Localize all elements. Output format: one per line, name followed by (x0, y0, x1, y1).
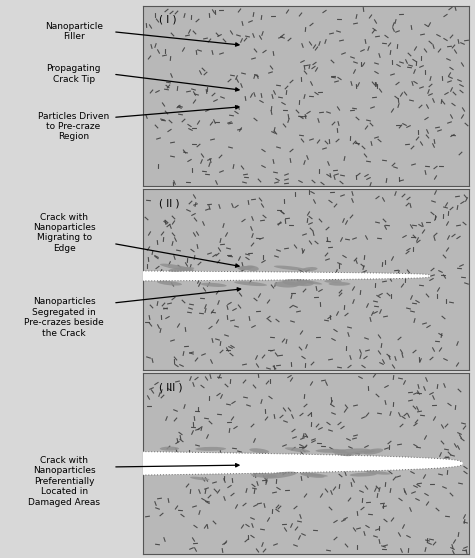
Ellipse shape (200, 283, 227, 287)
Ellipse shape (363, 449, 383, 455)
Ellipse shape (324, 280, 342, 283)
Ellipse shape (274, 281, 299, 287)
Text: ( III ): ( III ) (159, 382, 182, 392)
Text: Particles Driven
to Pre-craze
Region: Particles Driven to Pre-craze Region (38, 112, 109, 141)
Ellipse shape (251, 473, 277, 478)
Text: Crack with
Nanoparticles
Migrating to
Edge: Crack with Nanoparticles Migrating to Ed… (33, 213, 95, 253)
Ellipse shape (160, 446, 179, 451)
Ellipse shape (238, 266, 254, 270)
Ellipse shape (295, 279, 322, 285)
Ellipse shape (350, 473, 377, 477)
Ellipse shape (300, 473, 328, 477)
Text: ( II ): ( II ) (159, 198, 180, 208)
Text: Nanoparticles
Segregated in
Pre-crazes beside
the Crack: Nanoparticles Segregated in Pre-crazes b… (24, 297, 104, 338)
Text: Nanoparticle
Filler: Nanoparticle Filler (45, 22, 103, 41)
Ellipse shape (168, 267, 194, 272)
Ellipse shape (285, 448, 310, 453)
Ellipse shape (332, 450, 352, 456)
Text: Crack with
Nanoparticles
Preferentially
Located in
Damaged Areas: Crack with Nanoparticles Preferentially … (28, 456, 100, 507)
Ellipse shape (329, 282, 351, 286)
Ellipse shape (190, 477, 209, 480)
Ellipse shape (249, 448, 269, 453)
Ellipse shape (234, 281, 267, 286)
Text: Propagating
Crack Tip: Propagating Crack Tip (47, 64, 101, 84)
Ellipse shape (302, 267, 317, 271)
Ellipse shape (346, 450, 375, 455)
Ellipse shape (245, 266, 259, 271)
Ellipse shape (157, 281, 182, 286)
Ellipse shape (296, 280, 314, 286)
Ellipse shape (365, 470, 391, 475)
Ellipse shape (282, 279, 306, 286)
Ellipse shape (160, 263, 194, 271)
Ellipse shape (195, 447, 226, 451)
Polygon shape (142, 271, 430, 281)
Ellipse shape (300, 473, 324, 478)
Text: ( I ): ( I ) (159, 15, 176, 25)
Ellipse shape (274, 266, 306, 271)
Ellipse shape (238, 266, 251, 270)
Ellipse shape (263, 472, 297, 479)
Ellipse shape (335, 449, 370, 454)
Ellipse shape (315, 449, 346, 453)
Polygon shape (142, 451, 463, 475)
